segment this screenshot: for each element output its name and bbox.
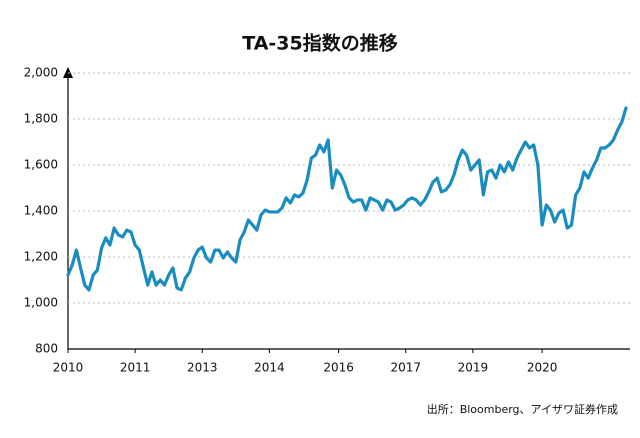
- y-tick-label: 2,000: [24, 66, 58, 80]
- x-tick-label: 2016: [323, 361, 354, 375]
- x-tick-label: 2010: [53, 361, 84, 375]
- chart-title: TA-35指数の推移: [242, 32, 398, 55]
- y-tick-label: 1,600: [24, 158, 58, 172]
- x-tick-label: 2017: [390, 361, 421, 375]
- x-tick-label: 2011: [120, 361, 151, 375]
- source-note: 出所：Bloomberg、アイザワ証券作成: [427, 402, 618, 416]
- x-tick-label: 2013: [187, 361, 218, 375]
- y-tick-label: 1,200: [24, 250, 58, 264]
- y-tick-label: 1,000: [24, 296, 58, 310]
- x-tick-label: 2014: [254, 361, 285, 375]
- y-tick-label: 1,400: [24, 204, 58, 218]
- x-tick-label: 2020: [527, 361, 558, 375]
- x-tick-label: 2019: [458, 361, 489, 375]
- y-tick-label: 1,800: [24, 112, 58, 126]
- line: [66, 106, 628, 292]
- y-tick-label: 800: [35, 342, 58, 356]
